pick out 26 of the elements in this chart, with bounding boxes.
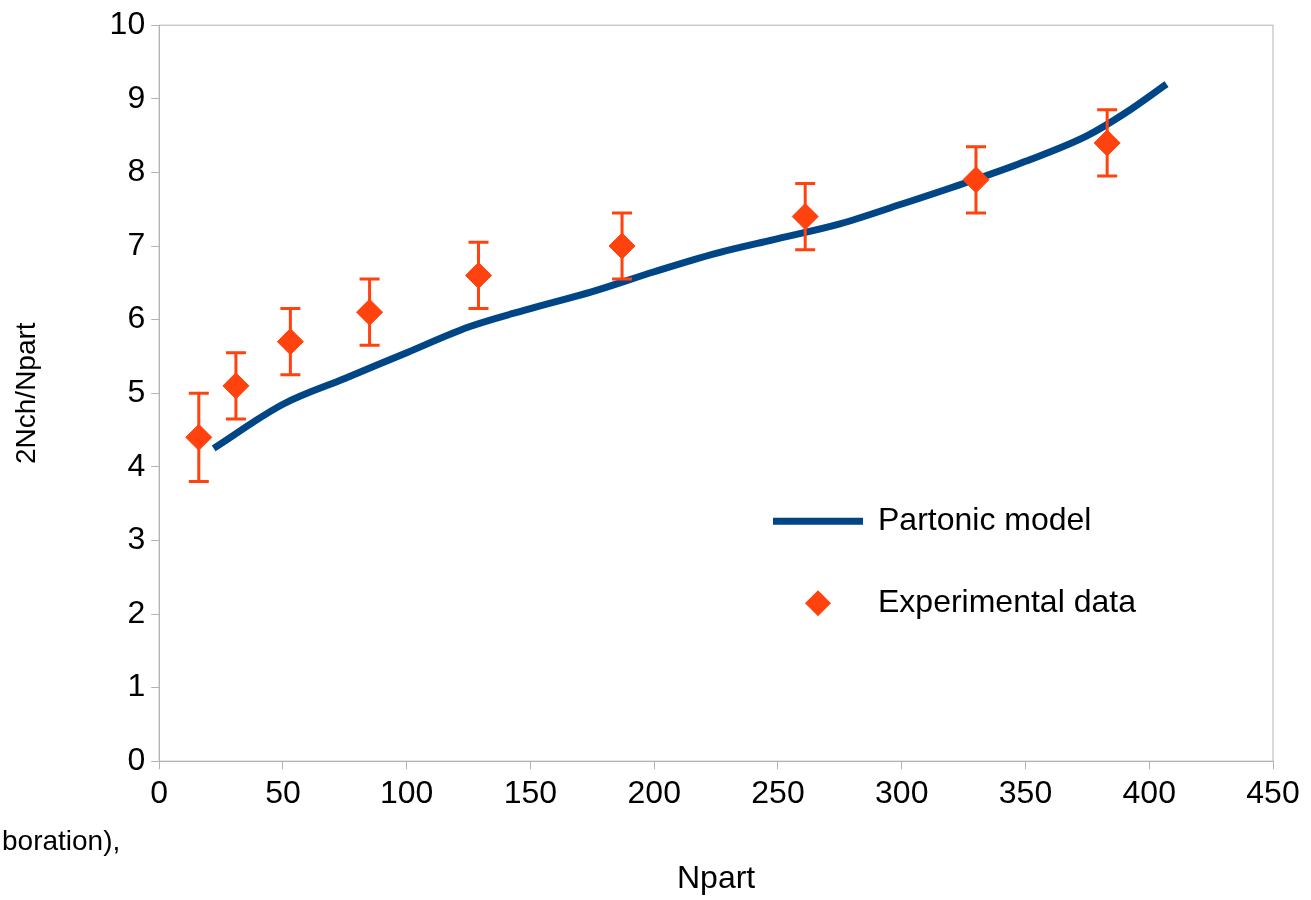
y-tick-label: 9	[127, 78, 146, 115]
y-tick-label: 1	[127, 667, 146, 704]
y-tick-label: 3	[127, 520, 146, 557]
legend-label: Partonic model	[878, 501, 1092, 538]
x-tick-label: 350	[998, 774, 1053, 811]
x-tick-label: 200	[627, 774, 681, 811]
y-tick-label: 0	[127, 741, 146, 778]
y-tick-label: 6	[127, 299, 146, 336]
y-axis-title: 2Nch/Npart	[9, 322, 41, 465]
y-tick-label: 4	[127, 446, 146, 483]
legend-label: Experimental data	[878, 583, 1137, 620]
y-tick-label: 7	[127, 225, 146, 262]
x-tick-label: 300	[875, 774, 929, 811]
x-tick-label: 150	[503, 774, 558, 811]
y-tick-label: 8	[127, 152, 146, 189]
x-tick-label: 450	[1246, 774, 1300, 811]
y-tick-label: 2	[127, 593, 146, 630]
x-axis-title: Npart	[676, 858, 756, 895]
y-tick-label: 5	[127, 373, 146, 410]
x-tick-label: 0	[150, 774, 169, 811]
y-tick-label: 10	[109, 5, 146, 42]
x-tick-label: 400	[1122, 774, 1176, 811]
x-tick-label: 100	[380, 774, 434, 811]
x-tick-label: 250	[751, 774, 805, 811]
text: boration),	[2, 824, 121, 856]
x-tick-label: 50	[265, 774, 301, 811]
